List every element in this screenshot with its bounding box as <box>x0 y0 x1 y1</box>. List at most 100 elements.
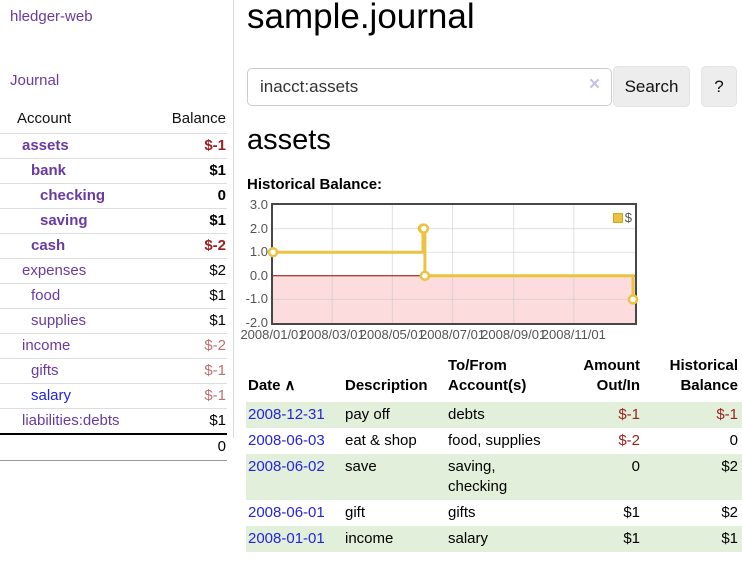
account-link-cash[interactable]: cash <box>31 237 66 254</box>
transactions-header-row: Date ∧ Description To/From Account(s) Amo… <box>246 356 742 402</box>
accounts-header-row: Account Balance <box>0 106 227 134</box>
transaction-date-link[interactable]: 2008-06-03 <box>248 432 325 449</box>
legend-swatch-icon <box>612 212 623 223</box>
chart-plot-area: $ <box>267 203 639 325</box>
transaction-row: 2008-06-02 save saving, checking 0 $2 <box>246 454 742 500</box>
x-tick-label: 2008/11/01 <box>541 327 606 342</box>
x-tick-label: 2008/07/01 <box>419 327 486 342</box>
account-heading: assets <box>247 124 331 156</box>
account-balance: $1 <box>155 283 227 309</box>
chart-canvas <box>267 205 639 323</box>
transaction-row: 2008-06-01 gift gifts $1 $2 <box>246 500 742 526</box>
search-input[interactable] <box>247 68 612 106</box>
col-date[interactable]: Date ∧ <box>248 377 296 394</box>
sidebar-item-journal[interactable]: Journal <box>10 72 60 89</box>
clear-search-icon[interactable]: × <box>589 74 601 95</box>
account-row: income $-2 <box>0 333 227 359</box>
legend-label: $ <box>624 210 632 225</box>
transaction-date-link[interactable]: 2008-06-01 <box>248 504 325 521</box>
transaction-date-link[interactable]: 2008-06-02 <box>248 458 325 475</box>
transaction-accounts: saving, checking <box>448 458 508 495</box>
account-row: salary $-1 <box>0 383 227 409</box>
transaction-row: 2008-01-01 income salary $1 $1 <box>246 526 742 552</box>
transaction-amount: 0 <box>631 458 640 475</box>
account-balance: $1 <box>155 408 227 434</box>
transaction-amount: $-1 <box>618 406 640 423</box>
account-row: assets $-1 <box>0 133 227 159</box>
y-tick-label: 3.0 <box>249 197 268 212</box>
account-row: saving $1 <box>0 208 227 234</box>
account-link-assets[interactable]: assets <box>22 137 69 154</box>
account-balance: $-1 <box>155 358 227 384</box>
account-balance: $2 <box>155 258 227 284</box>
account-link-checking[interactable]: checking <box>40 187 106 204</box>
y-tick-label: -1.0 <box>245 291 268 307</box>
total-spacer <box>0 433 156 461</box>
y-tick-label: 0.0 <box>249 267 268 283</box>
transaction-amount: $1 <box>623 530 640 547</box>
brand-link[interactable]: hledger-web <box>10 8 93 25</box>
chart-title: Historical Balance: <box>247 176 383 193</box>
transaction-balance: $2 <box>721 458 738 475</box>
col-description: Description <box>345 377 428 394</box>
account-row: food $1 <box>0 283 227 309</box>
account-balance: $1 <box>155 208 227 234</box>
account-link-bank[interactable]: bank <box>31 162 67 179</box>
page-title: sample.journal <box>247 0 475 36</box>
y-tick-label: 2.0 <box>249 220 268 236</box>
search-button[interactable]: Search <box>613 66 690 107</box>
help-button[interactable]: ? <box>701 66 737 107</box>
accounts-total-balance: 0 <box>155 433 227 461</box>
sidebar-divider <box>233 0 234 438</box>
y-tick-label: -2.0 <box>245 315 268 330</box>
transaction-balance: 0 <box>729 432 738 449</box>
account-balance: $1 <box>155 158 227 184</box>
historical-balance-chart: 3.0 2.0 1.0 0.0 -1.0 -2.0 $ 2008/01/01 2008/03… <box>240 198 742 345</box>
account-balance: $-2 <box>155 333 227 359</box>
account-link-gifts[interactable]: gifts <box>31 362 59 379</box>
accounts-table: Account Balance assets $-1 bank $1 checking 0… <box>0 106 227 461</box>
account-row: checking 0 <box>0 183 227 209</box>
account-link-income[interactable]: income <box>22 337 71 354</box>
account-balance: $-1 <box>155 383 227 409</box>
col-balance: Historical Balance <box>669 357 738 394</box>
transaction-date-link[interactable]: 2008-12-31 <box>248 406 325 423</box>
account-link-food[interactable]: food <box>31 287 61 304</box>
account-row: cash $-2 <box>0 233 227 259</box>
transaction-accounts: food, supplies <box>448 432 541 449</box>
transaction-accounts: debts <box>448 406 485 423</box>
transaction-row: 2008-06-03 eat & shop food, supplies $-2 0 <box>246 428 742 454</box>
account-balance: $1 <box>155 308 227 334</box>
transaction-balance: $1 <box>721 530 738 547</box>
account-link-supplies[interactable]: supplies <box>31 312 87 329</box>
col-amount: Amount Out/In <box>583 357 640 394</box>
transactions-table: Date ∧ Description To/From Account(s) Amo… <box>246 356 742 552</box>
accounts-total-row: 0 <box>0 433 227 461</box>
chart-legend: $ <box>612 210 632 225</box>
x-tick-label: 2008/03/01 <box>299 327 365 342</box>
account-row: expenses $2 <box>0 258 227 284</box>
x-tick-label: 2008/05/01 <box>359 327 425 342</box>
accounts-col-account: Account <box>17 110 72 127</box>
transaction-accounts: salary <box>448 530 489 547</box>
transaction-description: save <box>345 458 377 475</box>
col-account: To/From Account(s) <box>448 357 527 394</box>
account-link-liabilities-debts[interactable]: liabilities:debts <box>22 412 120 429</box>
transaction-row: 2008-12-31 pay off debts $-1 $-1 <box>246 402 742 428</box>
account-row: supplies $1 <box>0 308 227 334</box>
accounts-col-balance: Balance <box>171 110 226 127</box>
y-tick-label: 1.0 <box>249 244 268 260</box>
x-tick-label: 2008/09/01 <box>481 327 547 342</box>
account-link-saving[interactable]: saving <box>40 212 88 229</box>
transaction-date-link[interactable]: 2008-01-01 <box>248 530 325 547</box>
account-balance: $-2 <box>155 233 227 259</box>
account-link-salary[interactable]: salary <box>31 387 72 404</box>
transaction-description: income <box>345 530 394 547</box>
account-row: gifts $-1 <box>0 358 227 384</box>
transaction-description: gift <box>345 504 366 521</box>
transaction-accounts: gifts <box>448 504 476 521</box>
transaction-amount: $1 <box>623 504 640 521</box>
account-link-expenses[interactable]: expenses <box>22 262 87 279</box>
account-balance: 0 <box>155 183 227 209</box>
